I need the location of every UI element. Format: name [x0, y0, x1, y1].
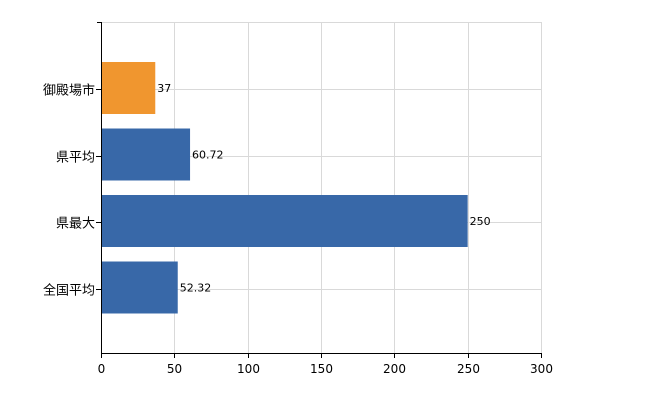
- data-label: 60.72: [192, 149, 224, 162]
- x-tick-label: 300: [530, 362, 553, 376]
- bar: [101, 128, 191, 181]
- bar: [101, 62, 156, 114]
- bar: [101, 195, 468, 247]
- axes: [96, 22, 542, 358]
- x-tick-label: 150: [310, 362, 333, 376]
- x-tick-label: 0: [98, 362, 106, 376]
- data-label: 37: [157, 82, 171, 95]
- y-tick-label: 県最大: [56, 217, 95, 232]
- x-tick-label: 250: [457, 362, 480, 376]
- x-tick-label: 200: [383, 362, 406, 376]
- x-tick-label: 100: [237, 362, 260, 376]
- data-label: 52.32: [180, 282, 212, 295]
- bars: [101, 62, 468, 314]
- y-tick-label: 全国平均: [43, 283, 95, 299]
- x-tick-label: 50: [167, 362, 182, 376]
- y-tick-label: 県平均: [56, 151, 95, 166]
- data-label: 250: [470, 215, 491, 228]
- labels: 37 60.72 250 52.32 0 50 100 150 200 250 300 御殿場市県平均…: [43, 82, 553, 376]
- bar: [101, 261, 178, 314]
- y-tick-label: 御殿場市: [43, 83, 95, 99]
